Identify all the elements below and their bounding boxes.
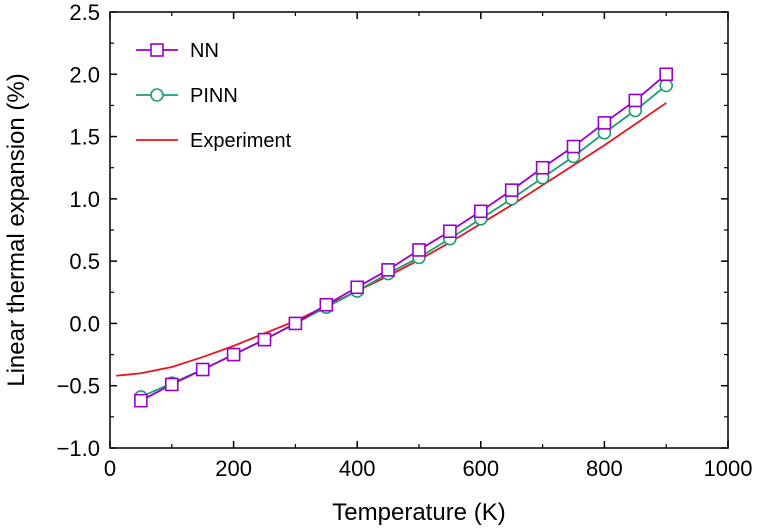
data-point-nn <box>381 263 395 277</box>
x-axis-title: Temperature (K) <box>332 499 505 526</box>
data-point-nn <box>412 243 426 257</box>
x-ticks: 0 200 400 600 800 1000 <box>104 12 753 481</box>
data-point-nn <box>165 377 179 392</box>
x-tick-label: 1000 <box>704 456 753 481</box>
data-point-pinn <box>659 78 674 93</box>
legend-marker-nn <box>150 43 164 57</box>
data-point-nn <box>257 332 272 347</box>
legend-label-pinn: PINN <box>190 85 238 107</box>
legend-label-nn: NN <box>190 40 219 62</box>
legend-item-nn: NN <box>136 40 219 62</box>
legend-marker-pinn <box>150 88 164 102</box>
y-axis-title: Linear thermal expansion (%) <box>3 73 30 387</box>
plot-frame <box>109 11 729 449</box>
y-tick-label: 1.5 <box>69 125 100 150</box>
series-pinn <box>134 78 674 404</box>
data-point-nn <box>195 362 210 377</box>
data-point-nn <box>597 116 612 130</box>
x-tick-label: 400 <box>339 456 376 481</box>
x-tick-label: 200 <box>215 456 252 481</box>
data-point-nn <box>566 139 581 154</box>
data-point-nn <box>473 204 488 219</box>
y-tick-label: −0.5 <box>57 374 100 399</box>
y-ticks: −1.0 −0.5 0.0 0.5 1.0 1.5 2.0 2.5 <box>57 0 728 461</box>
data-point-nn <box>504 183 519 197</box>
data-point-nn <box>535 160 550 175</box>
data-point-nn <box>350 280 365 295</box>
data-point-nn <box>134 393 148 408</box>
x-tick-label: 0 <box>104 456 116 481</box>
legend-label-experiment: Experiment <box>190 130 292 152</box>
y-tick-label: 0.0 <box>69 311 100 336</box>
y-tick-label: −1.0 <box>57 436 100 461</box>
y-tick-label: 1.0 <box>69 187 100 212</box>
legend-item-pinn: PINN <box>136 85 238 107</box>
x-tick-label: 800 <box>586 456 623 481</box>
data-point-nn <box>319 297 334 312</box>
legend-item-experiment: Experiment <box>136 130 292 152</box>
plot-series <box>116 67 674 408</box>
y-tick-label: 0.5 <box>69 249 100 274</box>
data-point-nn <box>628 93 643 108</box>
y-tick-label: 2.0 <box>69 62 100 87</box>
data-point-nn <box>288 316 303 331</box>
x-tick-label: 600 <box>462 456 499 481</box>
data-point-nn <box>226 347 241 362</box>
data-point-nn <box>659 67 674 82</box>
y-tick-label: 2.5 <box>69 0 100 25</box>
series-nn <box>134 67 674 408</box>
legend: NN PINN Experiment <box>136 40 292 152</box>
data-point-nn <box>443 224 457 239</box>
